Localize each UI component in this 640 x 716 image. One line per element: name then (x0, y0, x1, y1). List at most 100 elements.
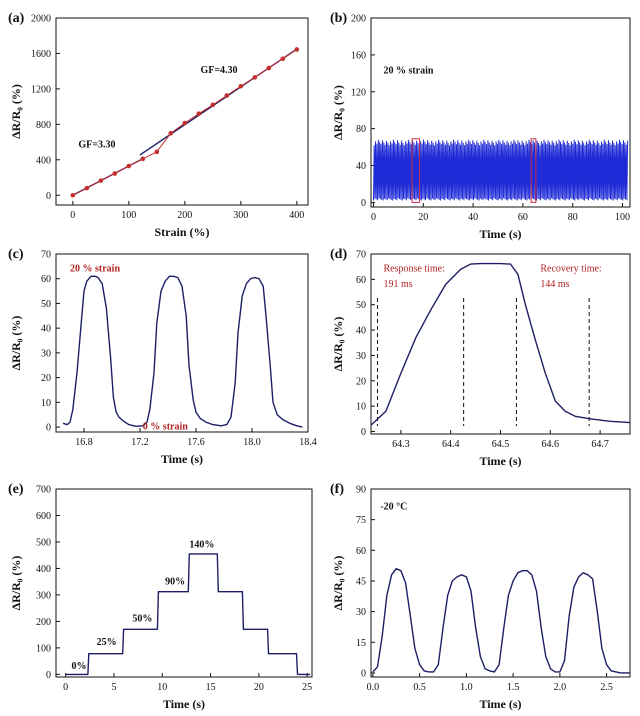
x-tick-label: 0 (70, 210, 75, 221)
annotation: 25% (97, 637, 117, 648)
x-tick-label: 20 (418, 212, 428, 223)
y-tick-label: 1200 (31, 84, 51, 95)
data-line (373, 139, 629, 201)
x-axis-label: Time (s) (163, 697, 205, 711)
x-tick-label: 64.6 (542, 439, 560, 450)
annotation: Recovery time: (540, 264, 601, 275)
y-tick-label: 400 (36, 564, 51, 575)
x-axis-label: Strain (%) (155, 225, 210, 239)
annotation: 144 ms (540, 279, 569, 290)
data-point (182, 120, 188, 126)
y-tick-label: 800 (36, 120, 51, 131)
annotation: 0% (71, 661, 86, 672)
x-tick-label: 17.6 (187, 437, 205, 448)
y-tick-label: 100 (36, 643, 51, 654)
y-tick-label: 45 (356, 576, 366, 587)
data-point (280, 56, 286, 62)
plot-frame (370, 17, 631, 208)
y-tick-label: 0 (361, 668, 366, 679)
y-tick-label: 400 (36, 155, 51, 166)
y-tick-label: 40 (356, 326, 366, 337)
y-tick-label: 90 (356, 485, 366, 496)
y-tick-label: 30 (356, 351, 366, 362)
y-axis-label: ΔR/R₀ (%) (9, 84, 23, 139)
x-tick-label: 20 (254, 682, 264, 693)
y-tick-label: 300 (36, 590, 51, 601)
x-tick-label: 18.0 (243, 437, 261, 448)
annotation: Response time: (383, 264, 444, 275)
panel-f: (f) 0.0 0.5 1.0 1.5 2.0 2.5 0 15 30 45 60 75 90 Time (… (330, 482, 631, 711)
y-tick-label: 20 (41, 373, 51, 384)
y-tick-label: 70 (41, 250, 51, 261)
x-tick-label: 2.5 (600, 682, 613, 693)
data-line (372, 568, 630, 674)
y-tick-label: 60 (356, 275, 366, 286)
y-axis-label: ΔR/R₀ (%) (331, 85, 345, 140)
data-point (112, 171, 118, 176)
data-point (294, 47, 300, 52)
data-point (266, 65, 272, 71)
x-tick-label: 100 (615, 212, 630, 223)
plot-frame (55, 488, 313, 678)
x-tick-label: 10 (157, 682, 167, 693)
x-tick-label: 80 (568, 212, 578, 223)
data-line (65, 553, 311, 676)
data-point (210, 102, 216, 108)
x-tick-label: 0.0 (367, 682, 380, 693)
y-tick-label: 600 (36, 511, 51, 522)
panel-label: (c) (8, 247, 24, 262)
data-point (238, 83, 244, 89)
annotation: 140% (189, 539, 214, 550)
x-tick-label: 2.0 (554, 682, 567, 693)
y-tick-label: 500 (36, 537, 51, 548)
x-axis-label: Time (s) (479, 227, 521, 241)
annotation: GF=4.30 (200, 65, 237, 76)
annotation: 50% (132, 613, 152, 624)
x-tick-label: 300 (233, 210, 248, 221)
y-tick-label: 70 (356, 250, 366, 261)
x-tick-label: 40 (468, 212, 478, 223)
annotation: 0 % strain (143, 422, 188, 433)
y-tick-label: 40 (356, 161, 366, 172)
y-tick-label: 10 (356, 402, 366, 413)
highlight-box (530, 138, 537, 203)
x-tick-label: 200 (177, 210, 192, 221)
plot-frame (370, 488, 631, 678)
x-tick-label: 64.3 (392, 439, 410, 450)
y-tick-label: 60 (356, 546, 366, 557)
y-tick-label: 10 (41, 398, 51, 409)
panel-label: (a) (8, 11, 25, 26)
y-tick-label: 30 (41, 348, 51, 359)
panel-label: (e) (8, 482, 24, 497)
data-point (70, 192, 76, 198)
panel-a: (a) 0 100 200 300 400 0 400 800 1200 1600 2000 Strai… (8, 11, 309, 239)
x-tick-label: 18.4 (299, 437, 317, 448)
y-tick-label: 0 (361, 198, 366, 209)
y-axis-label: ΔR/R₀ (%) (9, 316, 23, 371)
data-point (126, 163, 132, 169)
y-tick-label: 0 (46, 670, 51, 681)
y-tick-label: 75 (356, 515, 366, 526)
x-tick-label: 0 (63, 682, 68, 693)
data-point (252, 75, 258, 80)
x-tick-label: 5 (111, 682, 116, 693)
y-axis-label: ΔR/R₀ (%) (9, 556, 23, 611)
annotation: -20 °C (380, 501, 407, 512)
panel-b: (b) 0 20 40 60 80 100 0 40 80 120 160 200 Time (s) ΔR/… (330, 11, 631, 241)
x-tick-label: 15 (206, 682, 216, 693)
x-tick-label: 1.5 (507, 682, 520, 693)
y-tick-label: 120 (351, 87, 366, 98)
x-tick-label: 0 (371, 212, 376, 223)
x-tick-label: 1.0 (460, 682, 473, 693)
y-tick-label: 20 (356, 376, 366, 387)
panel-label: (b) (330, 11, 347, 26)
x-tick-label: 64.5 (492, 439, 510, 450)
y-tick-label: 2000 (31, 14, 51, 25)
y-tick-label: 0 (361, 427, 366, 438)
plot-frame (55, 17, 309, 206)
x-tick-label: 400 (289, 210, 304, 221)
y-tick-label: 50 (356, 300, 366, 311)
x-tick-label: 17.2 (131, 437, 149, 448)
